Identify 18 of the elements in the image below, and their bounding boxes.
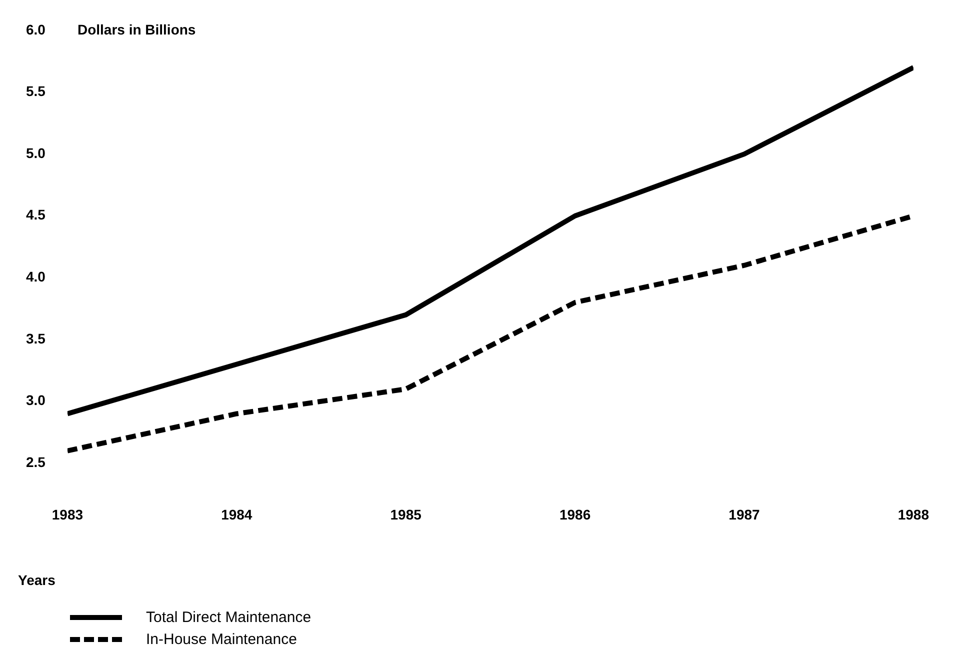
x-tick-label: 1983: [52, 506, 84, 522]
y-tick-label: 2.5: [26, 454, 46, 470]
x-tick-label: 1986: [559, 506, 591, 522]
y-tick-label: 6.0: [26, 21, 46, 38]
y-tick-label: 3.5: [26, 330, 46, 346]
y-axis-title: Dollars in Billions: [77, 21, 196, 38]
x-tick-label: 1984: [221, 506, 252, 522]
y-tick-label: 3.0: [26, 392, 46, 408]
y-tick-label: 4.5: [26, 206, 46, 223]
x-axis-title: Years: [18, 572, 56, 588]
y-tick-label: 5.0: [26, 144, 46, 161]
x-tick-label: 1988: [898, 506, 930, 522]
x-tick-label: 1987: [728, 506, 760, 522]
legend-label: Total Direct Maintenance: [146, 608, 312, 626]
y-tick-label: 4.0: [26, 268, 46, 285]
x-tick-label: 1985: [390, 506, 422, 522]
legend-label: In-House Maintenance: [146, 630, 297, 648]
y-tick-label: 5.5: [26, 83, 46, 100]
